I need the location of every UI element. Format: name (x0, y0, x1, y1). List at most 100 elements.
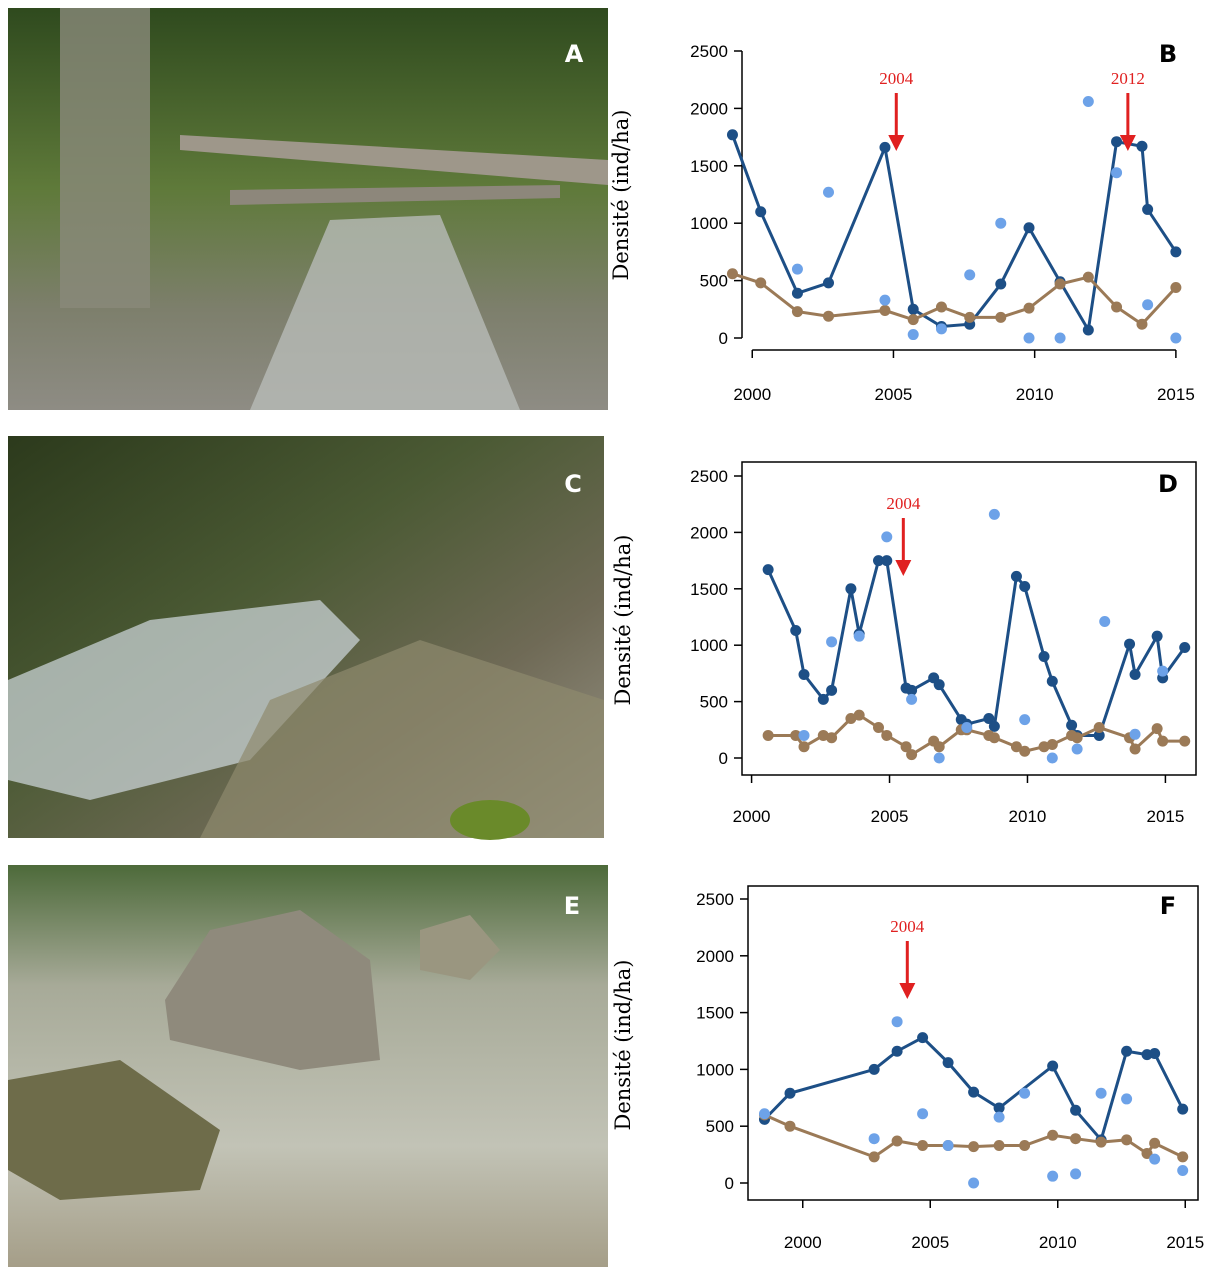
x-tick-label: 2005 (875, 385, 913, 404)
data-point (1179, 735, 1191, 747)
data-point (1141, 1147, 1153, 1159)
data-point (791, 263, 803, 275)
data-point (1095, 1087, 1107, 1099)
data-point (762, 729, 774, 741)
data-point (868, 1133, 880, 1145)
y-tick-label: 1500 (696, 1004, 734, 1023)
data-point (1038, 741, 1050, 753)
data-point (1111, 136, 1123, 148)
y-tick-label: 2500 (690, 42, 728, 61)
data-point (1136, 140, 1148, 152)
data-point (891, 1045, 903, 1057)
data-point (968, 1141, 980, 1153)
y-tick-label: 0 (719, 329, 728, 348)
data-point (1157, 735, 1169, 747)
data-point (1070, 1104, 1082, 1116)
data-point (879, 304, 891, 316)
data-point (1129, 743, 1141, 755)
annotation-arrowhead (1119, 135, 1136, 151)
data-point (1177, 1103, 1189, 1115)
data-point (1111, 167, 1123, 179)
x-tick-label: 2010 (1009, 807, 1047, 826)
data-point (961, 722, 973, 734)
data-point (1010, 570, 1022, 582)
y-tick-label: 1500 (690, 580, 728, 599)
y-tick-label: 1000 (696, 1060, 734, 1079)
data-point (964, 269, 976, 281)
x-tick-label: 2000 (784, 1233, 822, 1252)
data-point (1046, 675, 1058, 687)
panel-letter: D (1158, 470, 1178, 498)
y-tick-label: 2500 (690, 467, 728, 486)
data-point (917, 1140, 929, 1152)
data-point (791, 306, 803, 318)
y-tick-label: 2000 (690, 523, 728, 542)
y-tick-label: 2000 (690, 99, 728, 118)
data-point (1093, 729, 1105, 741)
data-point (1151, 630, 1163, 642)
y-tick-label: 1000 (690, 636, 728, 655)
data-point (907, 329, 919, 341)
data-point (817, 729, 829, 741)
y-tick-label: 500 (700, 693, 728, 712)
data-point (845, 713, 857, 725)
data-point (1093, 722, 1105, 734)
data-point (790, 625, 802, 637)
data-point (993, 1140, 1005, 1152)
data-point (988, 720, 1000, 732)
data-point (853, 630, 865, 642)
data-point (988, 508, 1000, 520)
data-point (1047, 1129, 1059, 1141)
data-point (906, 749, 918, 761)
data-point (1019, 1087, 1031, 1099)
data-point (1121, 1045, 1133, 1057)
data-point (1149, 1153, 1161, 1165)
data-point (1054, 278, 1066, 290)
data-point (1019, 745, 1031, 757)
data-point (1095, 1136, 1107, 1148)
annotation-arrowhead (899, 983, 916, 999)
data-point (798, 669, 810, 681)
data-point (917, 1032, 929, 1044)
data-point (1066, 719, 1078, 731)
data-point (1046, 738, 1058, 750)
data-point (790, 729, 802, 741)
data-point (1151, 723, 1163, 735)
data-point (755, 206, 767, 218)
data-point (995, 311, 1007, 323)
data-point (906, 693, 918, 705)
x-tick-label: 2015 (1157, 385, 1195, 404)
x-tick-label: 2005 (911, 1233, 949, 1252)
data-point (881, 729, 893, 741)
y-axis-label: Densité (ind/ha) (611, 959, 635, 1130)
data-point (822, 277, 834, 289)
data-point (1082, 324, 1094, 336)
data-point (1177, 1165, 1189, 1177)
y-tick-label: 2000 (696, 947, 734, 966)
chart: 0 500 1000 1500 2000 2500 2000 2005 2010 2015 Dens… (611, 461, 1197, 826)
data-point (1070, 1133, 1082, 1145)
data-point (1129, 669, 1141, 681)
x-tick-label: 2010 (1039, 1233, 1077, 1252)
data-point (907, 314, 919, 326)
data-point (1071, 732, 1083, 744)
data-point (1019, 1140, 1031, 1152)
panel-letter: C (564, 470, 582, 498)
data-point (1070, 1168, 1082, 1180)
y-tick-label: 2500 (696, 890, 734, 909)
panel-letter: F (1160, 892, 1176, 920)
data-point (993, 1102, 1005, 1114)
data-point (798, 729, 810, 741)
series-line (766, 559, 1186, 737)
data-point (942, 1140, 954, 1152)
series-line (763, 1113, 1184, 1159)
data-point (1142, 299, 1154, 311)
y-axis-label: Densité (ind/ha) (609, 109, 633, 280)
data-point (917, 1108, 929, 1120)
data-point (964, 311, 976, 323)
data-point (1047, 1060, 1059, 1072)
data-point (1023, 222, 1035, 234)
data-point (1121, 1134, 1133, 1146)
